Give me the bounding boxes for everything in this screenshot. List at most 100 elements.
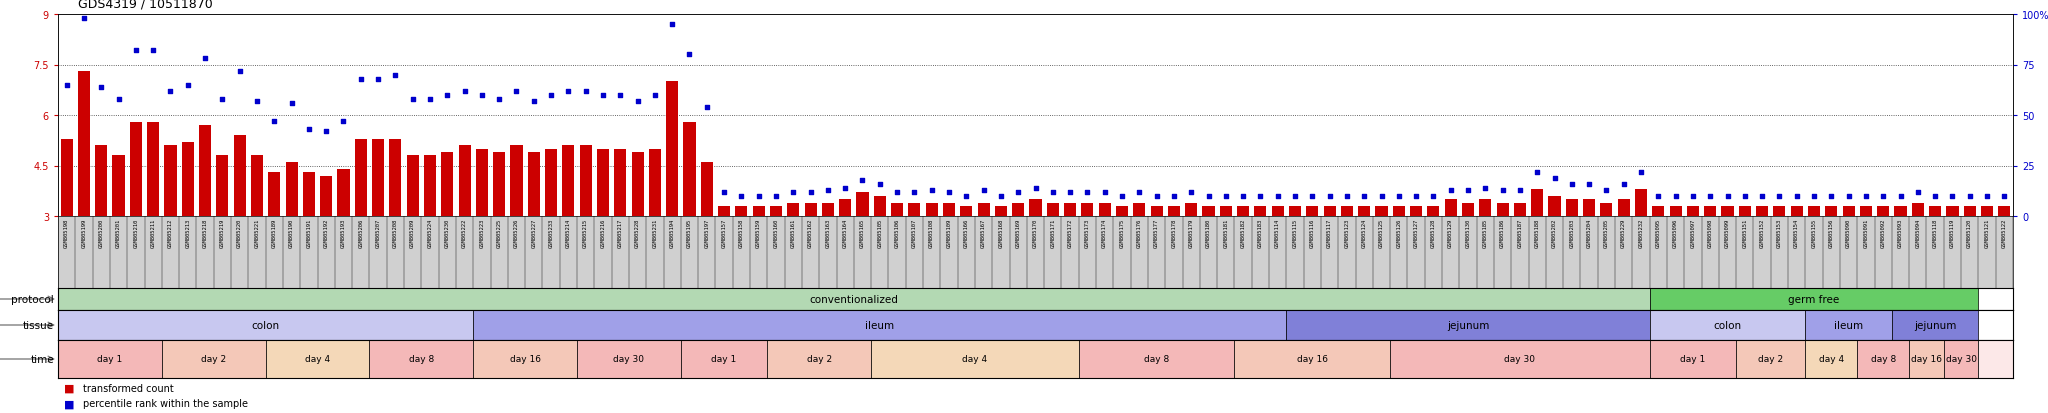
Text: GSM805107: GSM805107 [911, 218, 918, 248]
Point [1659, 193, 1692, 199]
Bar [1892, 310, 1978, 340]
Point [776, 189, 809, 196]
Bar [1964, 206, 1976, 216]
Point [1210, 193, 1243, 199]
Text: day 30: day 30 [1946, 355, 1976, 363]
Text: GSM805161: GSM805161 [791, 218, 797, 248]
Text: GSM805201: GSM805201 [117, 218, 121, 248]
Point [1487, 187, 1520, 194]
Bar [1978, 340, 2048, 378]
Bar [389, 139, 401, 216]
Point [674, 52, 707, 59]
Point [430, 92, 463, 99]
Bar [1999, 206, 2011, 216]
Point [51, 82, 84, 89]
Bar [473, 340, 578, 378]
Point [1849, 193, 1882, 199]
Text: GSM805093: GSM805093 [1898, 218, 1903, 248]
Text: GSM805158: GSM805158 [739, 218, 743, 248]
Bar [719, 206, 731, 216]
Text: ■: ■ [63, 398, 78, 408]
Bar [805, 203, 817, 216]
Point [1608, 181, 1640, 188]
Point [449, 88, 481, 95]
Bar [666, 82, 678, 216]
Text: GSM805231: GSM805231 [653, 218, 657, 248]
Text: GSM805118: GSM805118 [1933, 218, 1937, 248]
Bar [1929, 206, 1942, 216]
Text: GSM805224: GSM805224 [428, 218, 432, 248]
Bar [57, 310, 473, 340]
Bar [1669, 206, 1681, 216]
Bar [338, 169, 350, 216]
Point [1087, 189, 1120, 196]
Text: GSM805174: GSM805174 [1102, 218, 1108, 248]
Point [258, 119, 291, 125]
Bar [1651, 288, 1978, 310]
Bar [821, 203, 834, 216]
Point [154, 88, 186, 95]
Bar [735, 206, 748, 216]
Bar [147, 122, 160, 216]
Bar [440, 153, 453, 216]
Point [1522, 169, 1554, 176]
Bar [268, 173, 281, 216]
Text: GSM805096: GSM805096 [1673, 218, 1677, 248]
Bar [1186, 203, 1198, 216]
Text: GSM805162: GSM805162 [809, 218, 813, 248]
Point [1919, 193, 1952, 199]
Text: GSM805229: GSM805229 [1622, 218, 1626, 248]
Point [1176, 189, 1208, 196]
Point [1798, 193, 1831, 199]
Point [344, 76, 377, 83]
Point [137, 48, 170, 55]
Bar [614, 150, 627, 216]
Text: GSM805195: GSM805195 [686, 218, 692, 248]
Point [1573, 181, 1606, 188]
Point [1815, 193, 1847, 199]
Point [1366, 193, 1399, 199]
Point [655, 22, 688, 28]
Point [725, 193, 758, 199]
Point [553, 88, 586, 95]
Point [1227, 193, 1260, 199]
Point [84, 84, 117, 91]
Point [328, 119, 360, 125]
Bar [1567, 199, 1577, 216]
Point [1452, 187, 1485, 194]
Bar [684, 122, 696, 216]
Point [395, 96, 428, 103]
Point [1296, 193, 1329, 199]
Text: day 4: day 4 [963, 355, 987, 363]
Text: colon: colon [1714, 320, 1741, 330]
Bar [1307, 206, 1319, 216]
Bar [1079, 340, 1235, 378]
Text: GSM805200: GSM805200 [98, 218, 104, 248]
Point [500, 88, 532, 95]
Bar [1825, 206, 1837, 216]
Text: GSM805177: GSM805177 [1155, 218, 1159, 248]
Text: GSM805154: GSM805154 [1794, 218, 1800, 248]
Bar [1737, 340, 1806, 378]
Bar [1806, 310, 1892, 340]
Bar [909, 203, 920, 216]
Point [1745, 193, 1778, 199]
Point [1192, 193, 1225, 199]
Point [1399, 193, 1432, 199]
Bar [1012, 203, 1024, 216]
Text: percentile rank within the sample: percentile rank within the sample [82, 398, 248, 408]
Bar [1860, 206, 1872, 216]
Text: GSM805227: GSM805227 [530, 218, 537, 248]
Text: GSM805170: GSM805170 [1032, 218, 1038, 248]
Point [1884, 193, 1917, 199]
Bar [1202, 206, 1214, 216]
Bar [182, 142, 195, 216]
Text: day 1: day 1 [711, 355, 737, 363]
Point [465, 92, 498, 99]
Bar [580, 146, 592, 216]
Bar [891, 203, 903, 216]
Text: GSM805221: GSM805221 [254, 218, 260, 248]
Text: jejunum: jejunum [1446, 320, 1489, 330]
Point [1278, 193, 1311, 199]
Bar [94, 146, 106, 216]
